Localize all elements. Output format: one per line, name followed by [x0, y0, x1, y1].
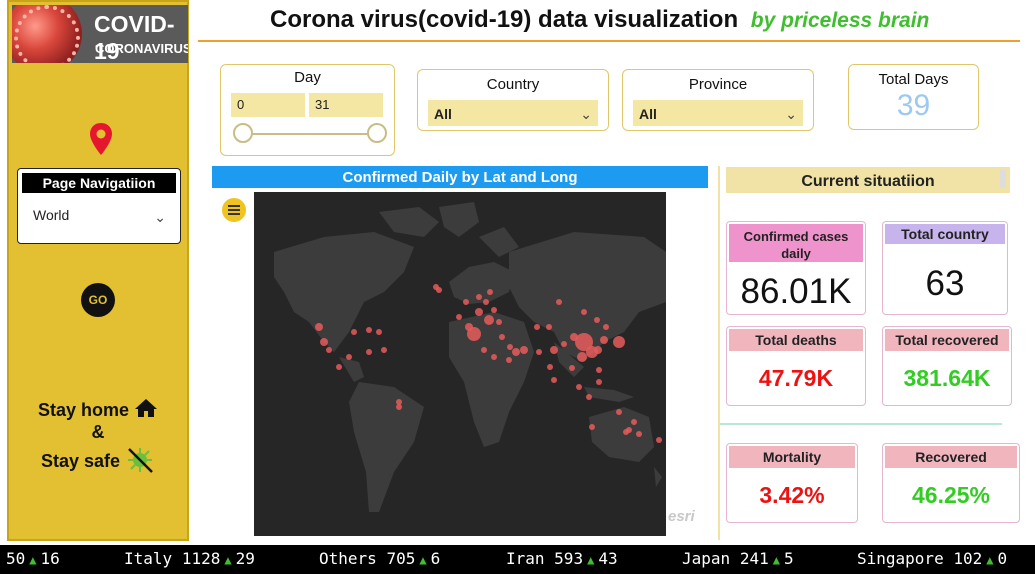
stay-safe-row: Stay safe	[9, 445, 187, 475]
total-country-label: Total country	[885, 224, 1005, 244]
province-slicer: Province All ⌄	[622, 69, 814, 131]
home-icon	[135, 399, 158, 417]
recovered-pct-value: 46.25%	[911, 482, 990, 508]
ampersand: &	[91, 422, 105, 442]
chevron-down-icon: ⌄	[785, 106, 797, 122]
logo-subtitle: CORONAVIRUS	[95, 41, 188, 56]
page-navigation: Page Navigatiion World ⌄	[17, 168, 181, 244]
total-country-card: Total country 63	[882, 221, 1008, 315]
virus-icon	[12, 5, 82, 63]
go-button[interactable]: GO	[81, 283, 115, 317]
confirmed-value: 86.01K	[740, 272, 852, 311]
world-map[interactable]	[254, 192, 666, 536]
world-map-canvas	[274, 202, 666, 512]
title-text: Corona virus(covid-19) data visualizatio…	[270, 6, 739, 33]
total-recovered-card: Total recovered 381.64K	[882, 326, 1012, 406]
page-navigation-value: World	[33, 207, 70, 223]
page-title: Corona virus(covid-19) data visualizatio…	[270, 6, 929, 34]
up-arrow-icon: ▲	[29, 553, 37, 567]
logo-title: COVID-19	[94, 11, 175, 63]
horizontal-divider	[720, 423, 1002, 425]
menu-icon[interactable]	[222, 198, 246, 222]
map-title: Confirmed Daily by Lat and Long	[212, 166, 708, 188]
ticker-item: Italy 1128 ▲ 29	[124, 549, 255, 568]
day-from-input[interactable]: 0	[231, 93, 305, 117]
total-recovered-value: 381.64K	[903, 365, 991, 391]
ticker-item: Others 705 ▲ 6	[319, 549, 441, 568]
title-divider	[198, 40, 1020, 42]
confirmed-label: Confirmed cases daily	[729, 224, 863, 262]
up-arrow-icon: ▲	[587, 553, 595, 567]
ticker-item: Iran 593 ▲ 43	[506, 549, 618, 568]
up-arrow-icon: ▲	[986, 553, 994, 567]
day-slider-start-handle[interactable]	[233, 123, 253, 143]
total-deaths-card: Total deaths 47.79K	[726, 326, 866, 406]
day-slicer: Day 0 31	[220, 64, 395, 156]
up-arrow-icon: ▲	[224, 553, 232, 567]
country-dropdown[interactable]: All ⌄	[428, 100, 598, 126]
day-to-input[interactable]: 31	[309, 93, 383, 117]
covid-logo: COVID-19 CORONAVIRUS	[12, 5, 188, 63]
current-situation-header: Current situatiion	[726, 167, 1010, 193]
total-days-label: Total Days	[878, 71, 949, 88]
continents	[274, 202, 666, 512]
stay-home-text: Stay home	[37, 400, 129, 420]
current-situation-title: Current situatiion	[801, 173, 935, 190]
location-pin-icon	[90, 123, 112, 155]
recovered-pct-label: Recovered	[885, 446, 1017, 468]
sidebar: COVID-19 CORONAVIRUS Page Navigatiion Wo…	[7, 0, 189, 541]
ticker-item: 50 ▲ 16	[6, 549, 60, 568]
total-days-value: 39	[896, 89, 931, 122]
total-deaths-label: Total deaths	[729, 329, 863, 351]
province-dropdown[interactable]: All ⌄	[633, 100, 803, 126]
day-slider-track[interactable]	[243, 133, 377, 135]
recovered-pct-card: Recovered 46.25%	[882, 443, 1020, 523]
ticker-item: Japan 241 ▲ 5	[682, 549, 794, 568]
no-virus-icon	[128, 448, 153, 473]
up-arrow-icon: ▲	[772, 553, 780, 567]
country-label: Country	[486, 76, 540, 93]
day-slider-end-handle[interactable]	[367, 123, 387, 143]
stay-safe-text: Stay safe	[40, 451, 121, 471]
title-subtitle: by priceless brain	[750, 9, 930, 32]
stay-home-row: Stay home	[9, 398, 187, 421]
confirmed-card: Confirmed cases daily 86.01K	[726, 221, 866, 315]
country-value: All	[434, 106, 452, 122]
case-markers	[315, 284, 662, 443]
chevron-down-icon: ⌄	[580, 106, 592, 122]
ticker-bar: 50 ▲ 16 Italy 1128 ▲ 29 Others 705 ▲ 6 Iran 59…	[0, 545, 1035, 574]
total-days-card: Total Days 39	[848, 64, 979, 130]
map-attribution: esri	[668, 508, 695, 525]
scrollbar[interactable]	[1000, 170, 1006, 188]
country-slicer: Country All ⌄	[417, 69, 609, 131]
mortality-value: 3.42%	[759, 482, 825, 508]
total-deaths-value: 47.79K	[758, 365, 834, 391]
chevron-down-icon: ⌄	[154, 209, 166, 225]
ticker-item: Singapore 102 ▲ 0	[857, 549, 1008, 568]
mortality-label: Mortality	[729, 446, 855, 468]
total-country-value: 63	[925, 264, 965, 303]
page-navigation-label: Page Navigatiion	[22, 173, 176, 193]
vertical-divider	[718, 166, 720, 540]
province-label: Province	[688, 76, 748, 93]
up-arrow-icon: ▲	[419, 553, 427, 567]
province-value: All	[639, 106, 657, 122]
mortality-card: Mortality 3.42%	[726, 443, 858, 523]
day-label: Day	[294, 69, 321, 86]
total-recovered-label: Total recovered	[885, 329, 1009, 351]
page-navigation-dropdown[interactable]: World ⌄	[28, 203, 172, 227]
